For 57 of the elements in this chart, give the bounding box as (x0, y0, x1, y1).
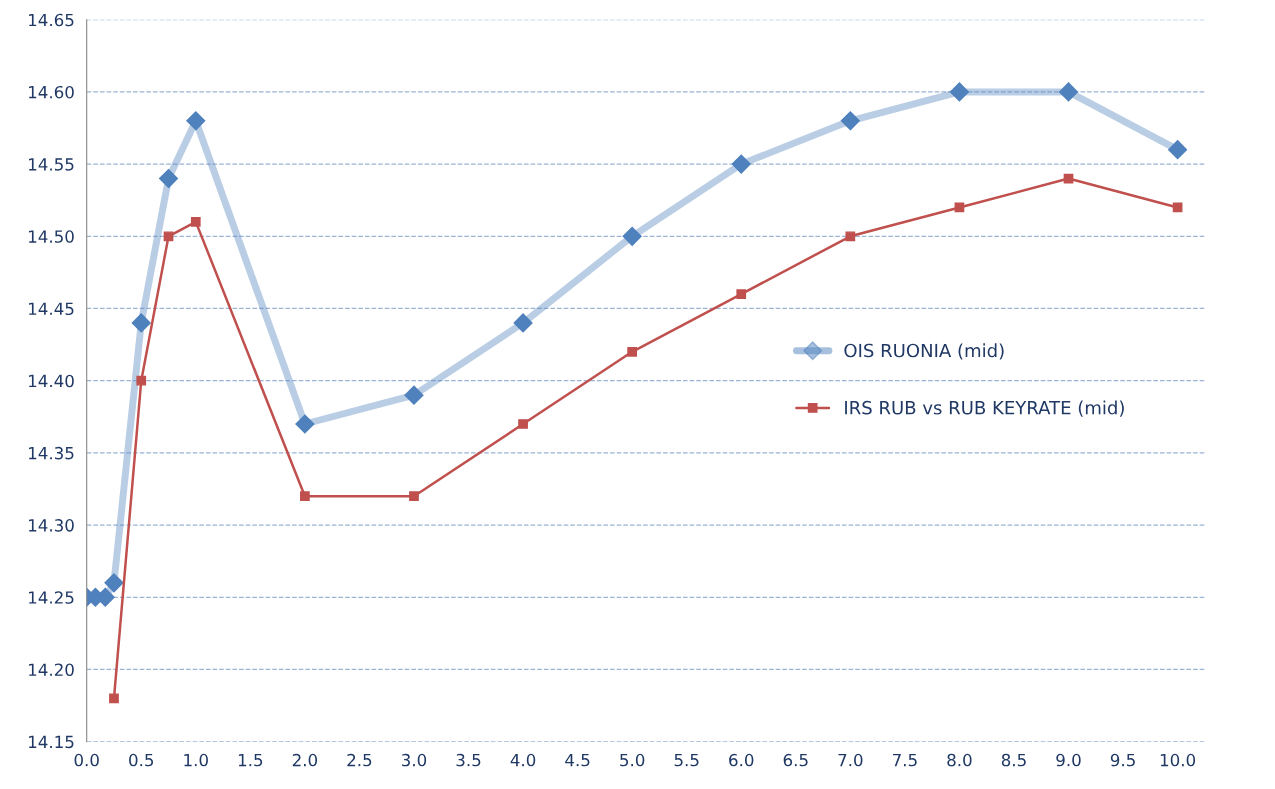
x-tick-label: 4.0 (510, 753, 536, 767)
y-tick-label: 14.45 (29, 302, 74, 316)
x-tick-label: 7.5 (892, 753, 917, 767)
legend-label: IRS RUB vs RUB KEYRATE (mid) (845, 400, 1124, 417)
x-tick-label: 6.5 (783, 753, 808, 767)
point (295, 414, 315, 434)
y-tick-label: 14.25 (29, 591, 74, 604)
point (158, 169, 179, 189)
point (513, 313, 533, 333)
y-tick-label: 14.55 (29, 158, 74, 171)
x-tick-label: 3.5 (456, 753, 481, 767)
point (109, 693, 119, 704)
x-tick-label: 7.0 (838, 753, 863, 767)
point (104, 573, 124, 593)
x-tick-label: 2.5 (347, 753, 372, 767)
point (731, 154, 751, 174)
x-tick-label: 4.5 (565, 753, 590, 767)
x-tick-label: 6.0 (729, 753, 754, 767)
point (409, 491, 419, 502)
x-tick-label: 0.0 (74, 753, 99, 767)
point (131, 313, 151, 333)
point (136, 375, 147, 386)
y-tick-label: 14.40 (29, 374, 74, 388)
point (163, 231, 174, 242)
y-tick-label: 14.65 (29, 13, 74, 27)
point (622, 226, 642, 246)
legend-label: OIS RUONIA (mid) (844, 343, 1004, 360)
point (949, 82, 969, 102)
y-tick-label: 14.15 (29, 735, 74, 749)
x-tick-label: 10.0 (1160, 753, 1196, 767)
x-tick-label: 1.0 (184, 753, 208, 767)
point (840, 111, 860, 131)
x-tick-label: 9.0 (1056, 753, 1081, 767)
y-tick-label: 14.35 (29, 446, 74, 460)
x-tick-label: 0.5 (129, 753, 154, 767)
point (845, 231, 856, 242)
point (190, 217, 201, 227)
x-tick-label: 2.0 (292, 753, 318, 767)
y-tick-label: 14.30 (29, 519, 74, 532)
point (186, 111, 206, 131)
point (404, 385, 424, 405)
x-tick-label: 5.5 (674, 753, 699, 767)
x-tick-label: 1.5 (238, 753, 263, 767)
point (1168, 140, 1188, 160)
point (300, 491, 310, 502)
x-tick-label: 5.0 (620, 753, 645, 767)
point (518, 419, 528, 429)
y-tick-label: 14.50 (29, 230, 74, 243)
x-tick-label: 8.0 (947, 753, 972, 767)
point (736, 289, 747, 299)
y-tick-label: 14.20 (29, 663, 74, 677)
x-tick-label: 8.5 (1001, 753, 1026, 767)
x-tick-label: 9.5 (1110, 753, 1135, 767)
y-tick-label: 14.60 (29, 85, 74, 99)
point (627, 346, 638, 357)
point (1058, 82, 1079, 102)
x-tick-label: 3.0 (401, 753, 427, 767)
